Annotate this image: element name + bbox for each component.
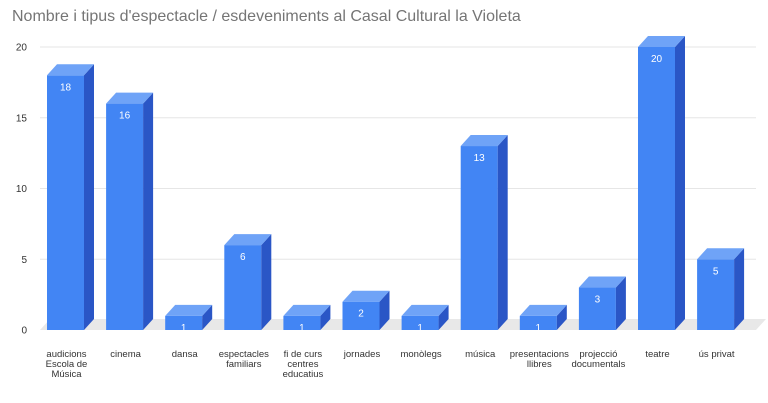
bar-front	[519, 315, 557, 330]
bar	[165, 304, 213, 330]
bar-top	[224, 234, 272, 246]
bar-side	[143, 92, 154, 330]
bar	[460, 135, 508, 330]
x-tick-label: presentacions llibres	[510, 349, 569, 370]
bar-top	[578, 276, 626, 288]
bar	[578, 276, 626, 330]
bar-front	[165, 315, 203, 330]
data-label: 16	[119, 111, 131, 122]
bar	[697, 248, 745, 330]
y-tick-label: 0	[21, 326, 27, 337]
data-label: 3	[595, 295, 601, 306]
x-tick-label: dansa	[172, 349, 199, 360]
bar	[519, 304, 567, 330]
data-label: 1	[536, 323, 542, 334]
data-label: 20	[651, 54, 663, 65]
x-tick-label: audicions Escola de Música	[46, 349, 88, 380]
bar-side	[734, 248, 745, 330]
bar-side	[615, 276, 626, 330]
bar-side	[320, 304, 331, 330]
x-tick-label: espectacles familiars	[219, 349, 269, 370]
x-tick-label: monòlegs	[400, 349, 441, 360]
data-label: 5	[713, 266, 719, 277]
bar-front	[697, 259, 735, 330]
bar-front	[342, 301, 380, 330]
bar	[106, 92, 154, 330]
bar-side	[84, 64, 94, 331]
x-tick-label: ús privat	[699, 349, 735, 360]
y-tick-label: 20	[16, 43, 28, 54]
bar-top	[106, 92, 154, 104]
y-tick-label: 10	[16, 184, 28, 195]
bar-front	[106, 103, 144, 330]
bar-side	[675, 36, 685, 330]
bars	[47, 36, 745, 331]
bar	[283, 304, 331, 330]
bar-front	[224, 245, 262, 330]
bar	[638, 36, 685, 330]
bar	[401, 304, 449, 330]
x-tick-label: projecció documentals	[571, 349, 625, 370]
bar	[47, 64, 94, 331]
gridlines	[40, 46, 756, 260]
bar-top	[401, 304, 449, 316]
data-label: 2	[358, 309, 364, 320]
x-axis-ticks: audicions Escola de Música cinema dansa espec…	[46, 349, 735, 380]
data-label: 13	[474, 153, 486, 164]
bar-front	[401, 315, 439, 330]
bar-side	[261, 234, 272, 330]
bar-front	[460, 146, 498, 330]
y-axis-ticks: 0 5 10 15 20	[16, 43, 28, 337]
y-tick-label: 15	[16, 113, 28, 124]
bar-top	[519, 304, 567, 316]
bar-top	[342, 290, 390, 302]
bar-side	[202, 304, 213, 330]
bar-top	[697, 248, 745, 260]
bar	[224, 234, 272, 330]
bar-front	[283, 315, 321, 330]
bar-front	[578, 287, 616, 330]
bar-top	[638, 36, 685, 47]
bar	[342, 290, 390, 330]
bar-top	[283, 304, 331, 316]
bar-top	[165, 304, 213, 316]
data-label: 18	[60, 82, 72, 93]
bar-top	[47, 64, 94, 76]
bar-front	[638, 47, 675, 330]
x-tick-label: cinema	[110, 349, 141, 360]
data-label: 6	[240, 252, 246, 263]
bar-side	[379, 290, 390, 330]
bar-side	[556, 304, 567, 330]
x-tick-label: jornades	[343, 349, 381, 360]
data-label: 1	[299, 323, 305, 334]
x-tick-label: música	[465, 349, 496, 360]
chart-title: Nombre i tipus d'espectacle / esdevenime…	[12, 8, 521, 25]
bar-top	[460, 135, 508, 147]
x-tick-label: fi de curs centres educatius	[283, 349, 324, 380]
bar-side	[497, 135, 508, 330]
data-label: 1	[181, 323, 187, 334]
bar-front	[47, 75, 84, 330]
bar-side	[438, 304, 449, 330]
x-tick-label: teatre	[645, 349, 669, 360]
data-label: 1	[417, 323, 423, 334]
y-tick-label: 5	[21, 255, 27, 266]
